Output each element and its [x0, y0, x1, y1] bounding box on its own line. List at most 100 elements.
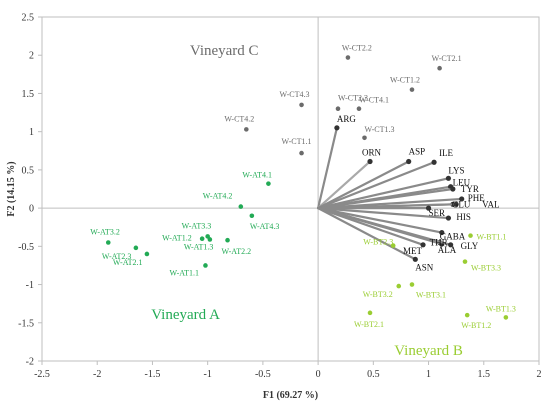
y-axis-title: F2 (14.15 %) — [6, 161, 17, 216]
y-tick-label: -1 — [26, 280, 34, 291]
scatter-point — [409, 87, 415, 92]
y-tick-label: 2.5 — [22, 13, 35, 24]
loading-vector-tip — [453, 201, 459, 207]
variable-label: VAL — [482, 199, 499, 209]
variable-label: LEU — [453, 178, 471, 188]
loading-vector-tip — [367, 158, 373, 165]
point-label: W-BT3.2 — [363, 290, 393, 299]
scatter-point — [437, 65, 442, 71]
loading-vector — [317, 207, 417, 261]
variable-label: LYS — [448, 165, 464, 175]
scatter-point — [105, 240, 111, 245]
variable-label: SER — [429, 208, 446, 218]
scatter-point — [203, 263, 208, 268]
scatter-point — [362, 135, 367, 141]
point-label: W-BT1.1 — [477, 233, 507, 242]
point-label: W-BT1.3 — [486, 304, 516, 313]
loading-vector-tip — [425, 205, 432, 211]
y-tick-label: -2 — [26, 357, 34, 368]
scatter-point — [390, 243, 396, 248]
x-tick-label: 2 — [537, 369, 542, 380]
loading-vector — [317, 207, 425, 246]
loading-vector-tip — [420, 242, 426, 248]
loading-vector-tip — [412, 256, 418, 262]
loading-vector-tip — [334, 125, 340, 131]
variable-label: GLU — [452, 199, 471, 209]
variable-label: THR — [430, 238, 448, 248]
loading-vector-tip — [445, 175, 452, 181]
point-label: W-CT4.3 — [280, 90, 310, 99]
scatter-point — [249, 213, 255, 219]
y-tick-label: -1.5 — [18, 318, 34, 329]
variable-label: HIS — [456, 212, 471, 222]
point-label: W-CT1.1 — [282, 137, 312, 146]
scatter-point — [468, 233, 473, 238]
y-tick-label: 2 — [29, 51, 34, 62]
y-tick-label: 1.5 — [22, 89, 35, 100]
point-label: W-CT2.1 — [432, 54, 462, 63]
variable-label: ILE — [439, 148, 453, 158]
point-label: W-AT2.1 — [113, 258, 143, 267]
loading-vector-tip — [406, 158, 412, 165]
loading-vector-tip — [450, 186, 456, 192]
scatter-point — [133, 245, 139, 251]
point-label: W-AT4.1 — [242, 171, 272, 180]
point-label: W-CT2.3 — [338, 94, 368, 103]
loading-vector — [317, 177, 450, 210]
loading-vector — [317, 126, 338, 210]
scatter-point — [464, 312, 470, 318]
scatter-point — [503, 315, 509, 320]
y-tick-label: 0 — [29, 204, 34, 215]
point-label: W-BT3.3 — [471, 264, 501, 273]
x-axis-title: F1 (69.27 %) — [263, 390, 318, 401]
x-tick-label: 1.5 — [478, 369, 491, 380]
loading-vector — [317, 160, 372, 210]
x-tick-label: 0 — [316, 369, 321, 380]
point-label: W-AT1.1 — [169, 268, 199, 277]
scatter-point — [345, 55, 351, 60]
scatter-point — [335, 106, 341, 112]
loading-vector-tip — [439, 229, 445, 236]
scatter-point — [244, 127, 249, 132]
loading-vector-tip — [459, 196, 465, 202]
loading-vector — [317, 207, 452, 246]
group-label: Vineyard C — [190, 43, 259, 59]
point-label: W-AT2.2 — [222, 247, 252, 256]
x-tick-label: 0.5 — [367, 369, 380, 380]
group-label: Vineyard A — [151, 307, 220, 323]
scatter-point — [396, 283, 402, 289]
scatter-point — [266, 181, 271, 186]
loading-vector — [317, 160, 410, 210]
group-label: Vineyard B — [394, 343, 463, 359]
scatter-point — [299, 102, 304, 108]
point-label: W-CT1.2 — [390, 76, 420, 85]
loading-vector — [317, 161, 436, 210]
x-tick-label: -2 — [93, 369, 101, 380]
scatter-point — [299, 150, 304, 156]
scatter-point — [356, 106, 362, 112]
variable-label: ARG — [337, 114, 357, 124]
point-label: W-AT2.3 — [102, 252, 132, 261]
x-tick-label: 1 — [426, 369, 431, 380]
loading-vector — [317, 207, 450, 220]
variable-label: PHE — [468, 193, 486, 203]
loading-vector-tip — [445, 215, 452, 221]
variable-label: ORN — [362, 147, 382, 157]
scatter-point — [367, 310, 373, 316]
variable-label: ALA — [438, 245, 457, 255]
variable-label: TYR — [461, 184, 479, 194]
point-label: W-BT2.3 — [363, 238, 393, 247]
y-tick-label: 0.5 — [22, 165, 35, 176]
loading-vector-tip — [431, 159, 437, 165]
scatter-point — [207, 237, 213, 242]
point-label: W-CT4.1 — [359, 96, 389, 105]
x-tick-label: -2.5 — [34, 369, 50, 380]
loading-vector — [317, 207, 443, 234]
scatter-point — [409, 282, 415, 287]
variable-label: MET — [403, 246, 423, 256]
scatter-point — [238, 204, 244, 209]
y-tick-label: -0.5 — [18, 242, 34, 253]
point-label: W-CT1.3 — [364, 125, 394, 134]
scatter-point — [144, 251, 150, 257]
